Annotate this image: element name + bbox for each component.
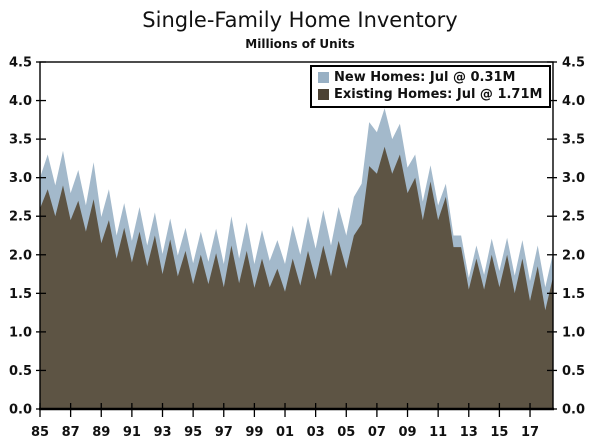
x-tick-label: 17 xyxy=(521,425,539,440)
y-tick-label-right: 4.0 xyxy=(562,94,585,109)
x-tick-label: 91 xyxy=(123,425,141,440)
x-tick-label: 95 xyxy=(184,425,202,440)
legend-item-new-homes: New Homes: Jul @ 0.31M xyxy=(318,70,542,85)
y-tick-label-left: 3.5 xyxy=(9,133,32,148)
x-tick-label: 07 xyxy=(368,425,386,440)
y-tick-label-left: 2.5 xyxy=(9,210,32,225)
legend: New Homes: Jul @ 0.31M Existing Homes: J… xyxy=(310,65,552,108)
x-tick-label: 05 xyxy=(337,425,355,440)
y-tick-label-right: 0.5 xyxy=(562,364,585,379)
x-tick-label: 87 xyxy=(62,425,80,440)
y-tick-label-right: 1.0 xyxy=(562,325,585,340)
y-tick-label-right: 2.5 xyxy=(562,210,585,225)
x-tick-label: 01 xyxy=(276,425,294,440)
legend-swatch-existing-homes xyxy=(318,89,329,100)
y-tick-label-right: 0.0 xyxy=(562,403,585,418)
y-tick-label-left: 1.5 xyxy=(9,287,32,302)
x-tick-label: 11 xyxy=(429,425,447,440)
y-tick-label-right: 3.0 xyxy=(562,171,585,186)
x-tick-label: 03 xyxy=(307,425,325,440)
y-tick-label-left: 0.5 xyxy=(9,364,32,379)
x-tick-label: 89 xyxy=(92,425,110,440)
chart-title: Single-Family Home Inventory xyxy=(142,8,458,32)
area-existing-homes xyxy=(40,146,553,410)
x-tick-label: 99 xyxy=(245,425,263,440)
x-tick-label: 09 xyxy=(398,425,416,440)
y-tick-label-right: 2.0 xyxy=(562,248,585,263)
legend-label-existing-homes: Existing Homes: Jul @ 1.71M xyxy=(334,87,543,102)
y-tick-label-right: 1.5 xyxy=(562,287,585,302)
y-tick-label-left: 4.0 xyxy=(9,94,32,109)
chart-subtitle: Millions of Units xyxy=(245,37,355,51)
x-tick-label: 15 xyxy=(490,425,508,440)
legend-swatch-new-homes xyxy=(318,72,329,83)
x-tick-label: 93 xyxy=(153,425,171,440)
legend-label-new-homes: New Homes: Jul @ 0.31M xyxy=(334,70,516,85)
x-tick-label: 13 xyxy=(460,425,478,440)
y-tick-label-left: 3.0 xyxy=(9,171,32,186)
y-tick-label-right: 4.5 xyxy=(562,56,585,71)
legend-item-existing-homes: Existing Homes: Jul @ 1.71M xyxy=(318,87,542,102)
y-tick-label-left: 1.0 xyxy=(9,325,32,340)
y-tick-label-right: 3.5 xyxy=(562,133,585,148)
x-tick-label: 85 xyxy=(31,425,49,440)
y-tick-label-left: 2.0 xyxy=(9,248,32,263)
y-tick-label-left: 0.0 xyxy=(9,403,32,418)
x-tick-label: 97 xyxy=(215,425,233,440)
y-tick-label-left: 4.5 xyxy=(9,56,32,71)
